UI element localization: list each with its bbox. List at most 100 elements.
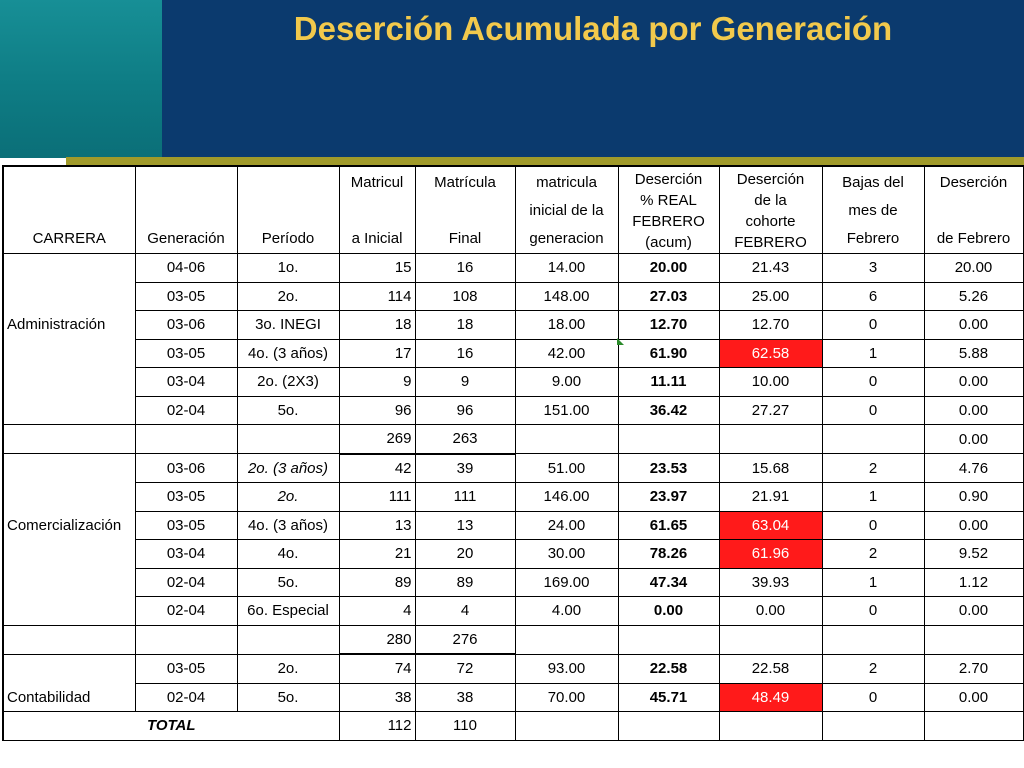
cell-carrera bbox=[2, 596, 136, 626]
cell-periodo: 5o. bbox=[237, 396, 340, 425]
cell-total-inicial: 112 bbox=[339, 711, 416, 741]
cell-subtotal-final: 263 bbox=[415, 424, 516, 455]
cell-matricula-inicial: 38 bbox=[339, 683, 416, 712]
header-line: cohorte bbox=[745, 213, 796, 230]
header-line: Matricul bbox=[350, 174, 404, 191]
col-header-matricula-generacion: matricula inicial de la generacion bbox=[514, 165, 619, 254]
cell-generacion bbox=[135, 424, 238, 454]
cell-bajas bbox=[822, 625, 925, 655]
cell-generacion: 03-05 bbox=[135, 511, 238, 540]
cell-desercion-real: 0.00 bbox=[618, 596, 720, 626]
slide-header bbox=[0, 0, 1024, 158]
cell-periodo: 2o. bbox=[237, 654, 340, 684]
cell-matricula-final: 20 bbox=[415, 539, 516, 569]
cell-desercion-real: 78.26 bbox=[618, 539, 720, 569]
col-header-desercion-febrero: Deserción de Febrero bbox=[923, 165, 1024, 254]
cell-carrera bbox=[2, 396, 136, 425]
cell-periodo: 4o. (3 años) bbox=[237, 339, 340, 368]
cell-bajas: 0 bbox=[822, 396, 925, 425]
cell-desercion-febrero: 1.12 bbox=[924, 568, 1024, 597]
header-line: FEBRERO bbox=[632, 213, 705, 230]
cell-matricula-final: 4 bbox=[415, 596, 516, 626]
col-header-periodo: Período bbox=[236, 165, 340, 254]
cell-total-final: 110 bbox=[415, 711, 516, 741]
cell-bajas: 1 bbox=[822, 339, 925, 368]
subtotal-row: 280 276 bbox=[2, 625, 1024, 655]
cell-generacion: 03-06 bbox=[135, 453, 238, 483]
cell-desercion-real bbox=[618, 625, 720, 655]
header-line: inicial de la bbox=[529, 202, 604, 219]
table-row: 03-04 2o. (2X3) 9 9 9.00 11.11 10.00 0 0… bbox=[2, 367, 1024, 397]
cell-comment-marker bbox=[617, 338, 624, 345]
cell-carrera bbox=[2, 424, 136, 454]
cell-bajas: 1 bbox=[822, 568, 925, 597]
cell-subtotal-final: 276 bbox=[415, 625, 516, 655]
cell-empty bbox=[719, 711, 823, 741]
cell-generacion: 02-04 bbox=[135, 683, 238, 712]
cell-desercion-cohorte bbox=[719, 625, 823, 655]
cell-desercion-febrero: 4.76 bbox=[924, 453, 1024, 483]
cell-bajas: 0 bbox=[822, 683, 925, 712]
col-header-matricula-inicial: Matricul a Inicial bbox=[338, 165, 416, 254]
col-header-carrera-line: CARRERA bbox=[32, 230, 106, 247]
cell-generacion: 03-05 bbox=[135, 339, 238, 368]
cell-matricula-inicial: 13 bbox=[339, 511, 416, 540]
cell-desercion-febrero: 2.70 bbox=[924, 654, 1024, 684]
desercion-table: CARRERA Generación Período Matricul a In… bbox=[2, 165, 1024, 741]
cell-generacion: 03-04 bbox=[135, 367, 238, 397]
cell-desercion-real: 27.03 bbox=[618, 282, 720, 311]
cell-desercion-cohorte-highlight: 63.04 bbox=[719, 511, 823, 540]
cell-generacion: 04-06 bbox=[135, 253, 238, 283]
table-row: 02-04 6o. Especial 4 4 4.00 0.00 0.00 0 … bbox=[2, 596, 1024, 626]
cell-desercion-febrero: 0.00 bbox=[924, 367, 1024, 397]
cell-bajas: 0 bbox=[822, 511, 925, 540]
cell-periodo: 4o. bbox=[237, 539, 340, 569]
cell-carrera bbox=[2, 482, 136, 511]
cell-desercion-febrero: 0.00 bbox=[924, 596, 1024, 626]
cell-desercion-cohorte-highlight: 62.58 bbox=[719, 339, 823, 368]
cell-matricula-generacion: 146.00 bbox=[515, 482, 619, 512]
cell-subtotal-inicial: 280 bbox=[339, 625, 416, 655]
cell-desercion-cohorte: 0.00 bbox=[719, 596, 823, 626]
cell-bajas: 0 bbox=[822, 596, 925, 626]
cell-carrera bbox=[2, 282, 136, 311]
col-header-carrera: CARRERA bbox=[2, 165, 136, 254]
cell-desercion-cohorte: 10.00 bbox=[719, 367, 823, 397]
cell-desercion-real: 11.11 bbox=[618, 367, 720, 397]
cell-generacion: 02-04 bbox=[135, 568, 238, 597]
cell-matricula-final: 89 bbox=[415, 568, 516, 597]
cell-carrera bbox=[2, 339, 136, 368]
cell-matricula-final: 39 bbox=[415, 453, 516, 483]
cell-matricula-generacion bbox=[515, 424, 619, 454]
cell-matricula-inicial: 89 bbox=[339, 568, 416, 597]
cell-periodo: 1o. bbox=[237, 253, 340, 283]
cell-matricula-inicial: 21 bbox=[339, 539, 416, 569]
table-row: Administración 03-06 3o. INEGI 18 18 18.… bbox=[2, 310, 1024, 340]
cell-desercion-febrero: 0.00 bbox=[924, 511, 1024, 540]
header-line: Final bbox=[448, 230, 482, 247]
cell-generacion: 03-05 bbox=[135, 482, 238, 512]
cell-matricula-final: 18 bbox=[415, 310, 516, 340]
col-header-desercion-real: Deserción % REAL FEBRERO (acum) bbox=[617, 165, 720, 254]
cell-periodo: 2o. (2X3) bbox=[237, 367, 340, 397]
olive-divider-bar bbox=[66, 157, 1024, 165]
cell-generacion: 03-06 bbox=[135, 310, 238, 340]
cell-desercion-febrero bbox=[924, 625, 1024, 655]
cell-desercion-cohorte: 21.91 bbox=[719, 482, 823, 512]
cell-matricula-generacion: 42.00 bbox=[515, 339, 619, 368]
cell-periodo bbox=[237, 625, 340, 655]
cell-matricula-inicial: 74 bbox=[339, 654, 416, 684]
cell-carrera bbox=[2, 367, 136, 396]
cell-matricula-inicial: 17 bbox=[339, 339, 416, 368]
cell-matricula-generacion: 151.00 bbox=[515, 396, 619, 425]
cell-generacion: 03-05 bbox=[135, 654, 238, 684]
cell-periodo: 4o. (3 años) bbox=[237, 511, 340, 540]
cell-generacion: 03-04 bbox=[135, 539, 238, 569]
cell-matricula-final: 16 bbox=[415, 339, 516, 368]
cell-matricula-inicial: 15 bbox=[339, 253, 416, 283]
cell-desercion-real: 22.58 bbox=[618, 654, 720, 684]
cell-periodo: 2o. (3 años) bbox=[237, 453, 340, 483]
cell-empty bbox=[822, 711, 925, 741]
teal-accent-block bbox=[0, 0, 162, 158]
cell-carrera bbox=[2, 568, 136, 597]
